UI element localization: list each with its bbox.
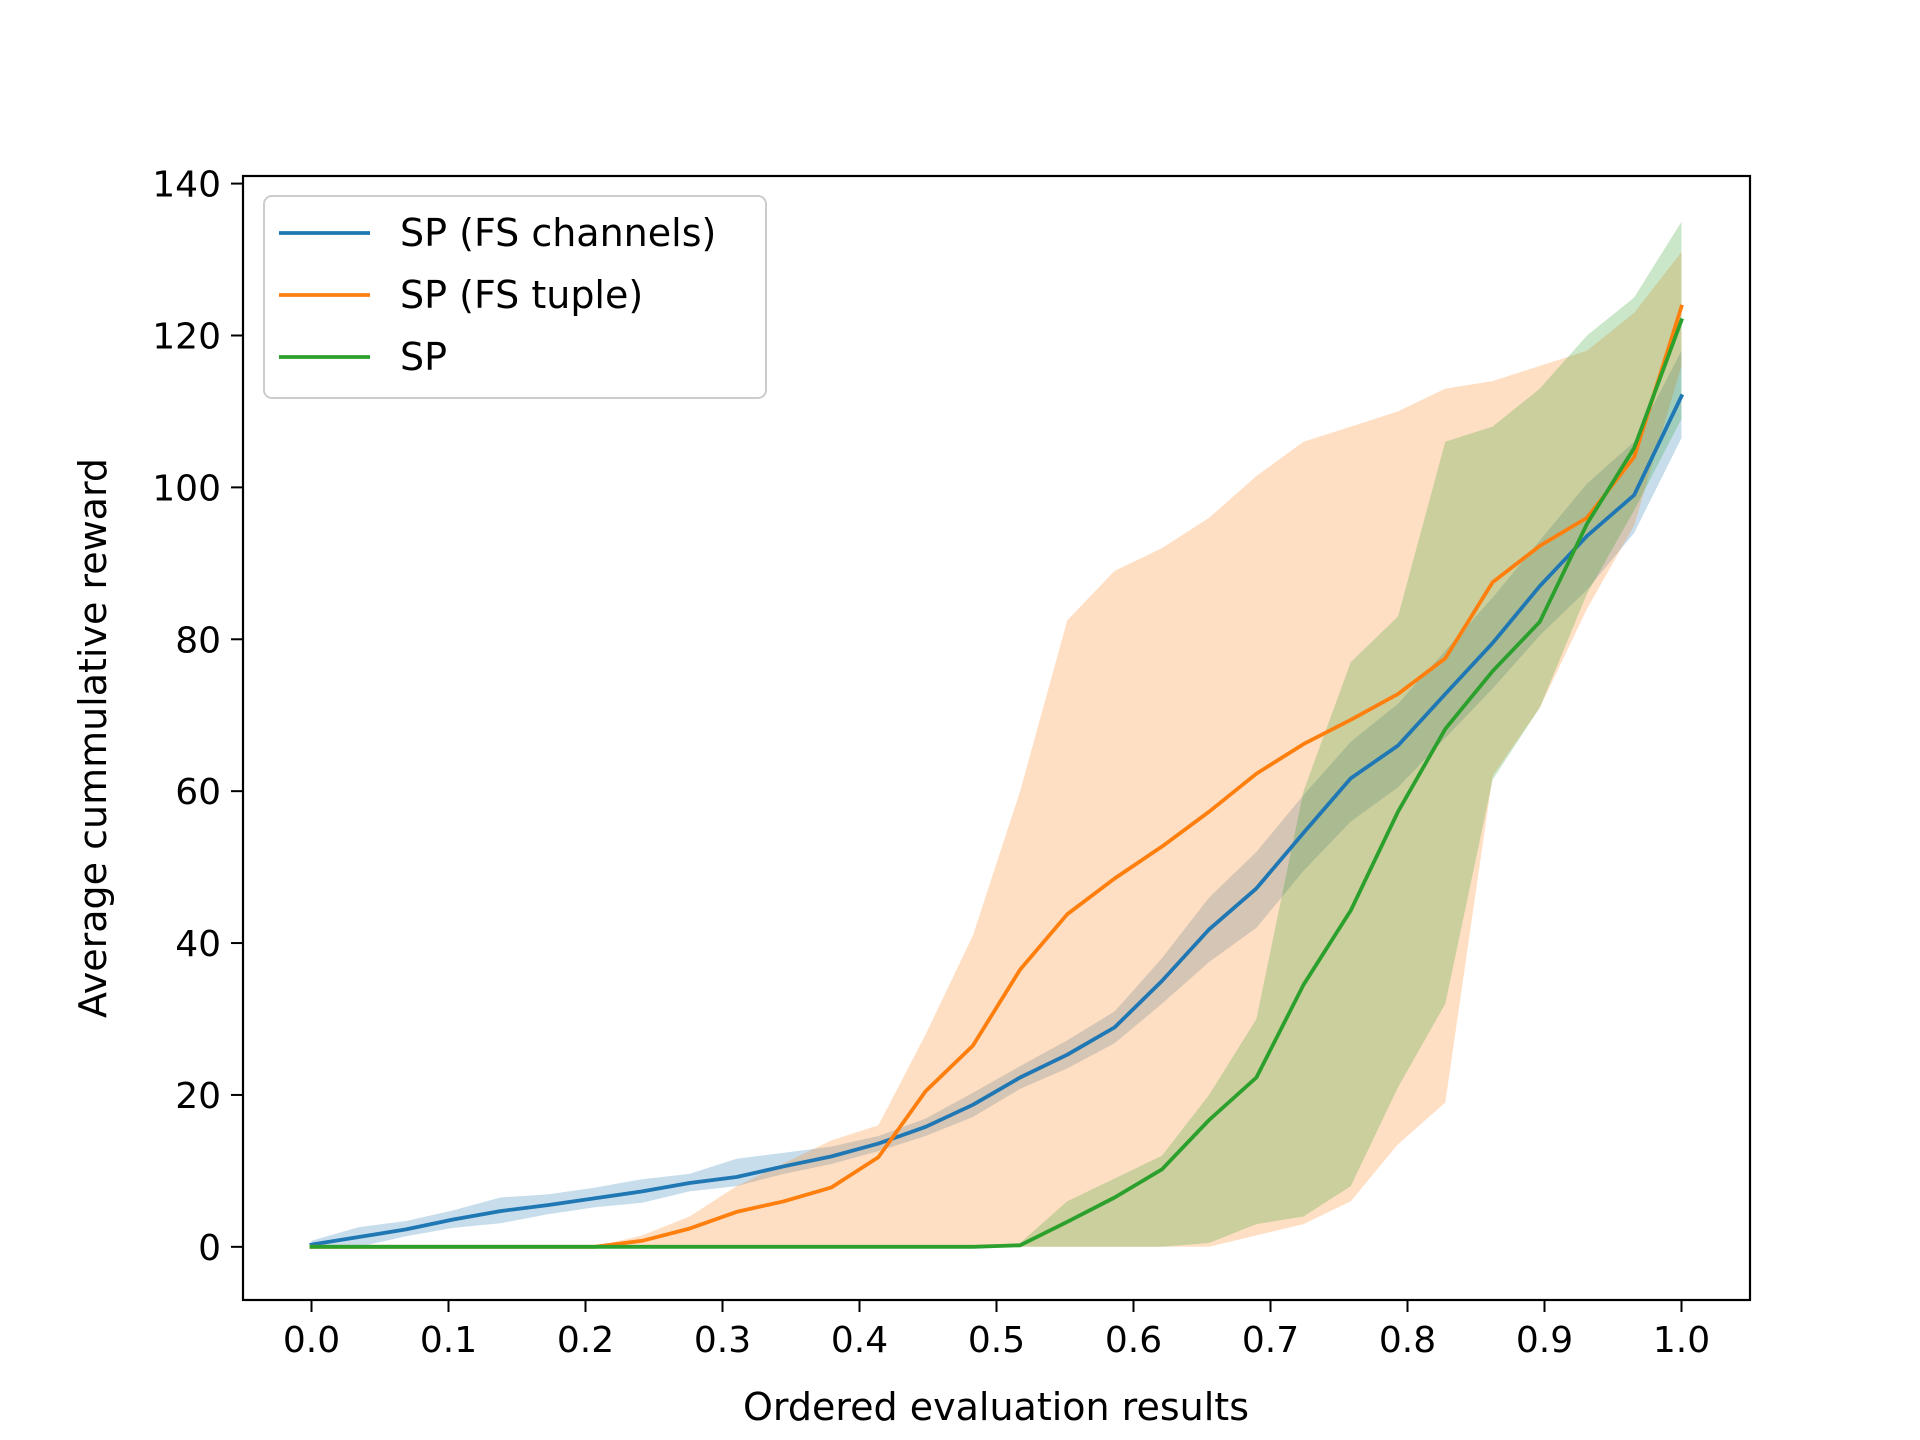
- line-series-2: [309, 317, 1684, 1249]
- x-tick-label: 0.9: [1516, 1320, 1573, 1361]
- y-tick-label: 20: [175, 1076, 221, 1117]
- y-tick-label: 80: [175, 620, 221, 661]
- y-tick-label: 0: [198, 1228, 221, 1269]
- y-tick-label: 120: [152, 316, 221, 357]
- legend: SP (FS channels) SP (FS tuple) SP: [263, 195, 767, 399]
- y-tick-label: 100: [152, 468, 221, 509]
- y-tick-label: 140: [152, 165, 221, 206]
- confidence-bands: [311, 221, 1682, 1247]
- x-tick-label: 1.0: [1653, 1320, 1710, 1361]
- x-tick-label: 0.3: [694, 1320, 751, 1361]
- legend-label-2: SP: [400, 335, 447, 379]
- y-axis-ticks: 0 20 40 60 80 100 120 140: [152, 165, 243, 1269]
- x-tick-label: 0.6: [1105, 1320, 1162, 1361]
- x-tick-label: 0.5: [968, 1320, 1025, 1361]
- x-tick-label: 0.1: [420, 1320, 477, 1361]
- legend-box: [263, 195, 767, 399]
- line-series-0: [309, 393, 1685, 1247]
- band-series-1: [311, 251, 1682, 1247]
- x-tick-label: 0.4: [831, 1320, 888, 1361]
- x-tick-label: 0.0: [283, 1320, 340, 1361]
- x-tick-label: 0.2: [557, 1320, 614, 1361]
- legend-label-0: SP (FS channels): [400, 211, 716, 255]
- x-tick-label: 0.8: [1379, 1320, 1436, 1361]
- x-axis-ticks: 0.0 0.1 0.2 0.3 0.4 0.5 0.6 0.7 0.8 0.9 1.0: [283, 1300, 1710, 1361]
- x-axis-label: Ordered evaluation results: [743, 1385, 1249, 1429]
- y-tick-label: 60: [175, 772, 221, 813]
- legend-label-1: SP (FS tuple): [400, 273, 643, 317]
- x-tick-label: 0.7: [1242, 1320, 1299, 1361]
- y-tick-label: 40: [175, 924, 221, 965]
- series-lines: [309, 304, 1685, 1249]
- y-axis-label: Average cummulative reward: [71, 458, 115, 1018]
- band-series-2: [311, 221, 1682, 1247]
